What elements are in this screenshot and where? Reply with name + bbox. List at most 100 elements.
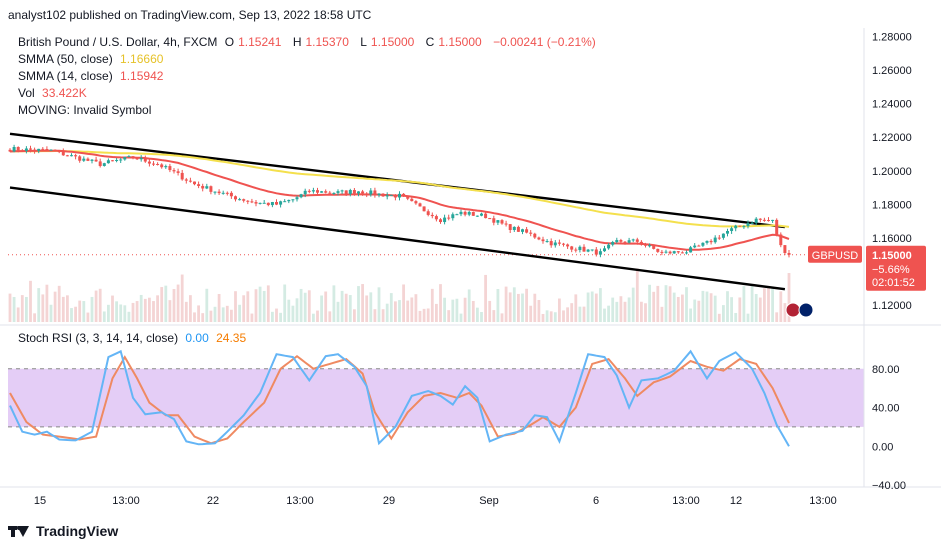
candle-body [508, 224, 512, 230]
candle [217, 189, 221, 196]
volume-bar [455, 298, 459, 322]
volume-bar [660, 306, 664, 322]
candle [65, 154, 69, 157]
volume-bar [406, 300, 410, 322]
volume-bar [275, 308, 278, 322]
candle [275, 199, 278, 206]
volume-bar [504, 286, 508, 322]
volume-bar [701, 290, 705, 322]
candle-body [352, 190, 356, 194]
candle [143, 155, 147, 163]
candle [701, 242, 705, 248]
volume-bar [541, 313, 545, 322]
candle-body [516, 226, 520, 232]
published-text: analyst102 published on TradingView.com,… [8, 8, 372, 22]
candle-body [98, 161, 102, 166]
tradingview-brand[interactable]: TradingView [8, 520, 118, 542]
candle-body [754, 218, 758, 223]
time-tick-label: 13:00 [809, 495, 837, 507]
candle-body [49, 149, 53, 151]
time-tick-label: 13:00 [112, 495, 140, 507]
candle [492, 215, 496, 226]
volume-bar [135, 301, 139, 322]
candle [115, 158, 119, 163]
change-value: −0.00241 (−0.21%) [493, 35, 596, 49]
volume-bar [689, 308, 692, 322]
candle-body [730, 228, 734, 231]
candle-body [779, 234, 783, 246]
candle-body [242, 199, 246, 201]
candle-body [291, 199, 295, 201]
candle-body [549, 241, 553, 246]
price-pane[interactable] [8, 132, 864, 322]
candle-body [619, 240, 623, 242]
volume-bar [176, 284, 180, 322]
volume-bar [57, 285, 61, 322]
candle-body [685, 252, 688, 254]
candle [582, 244, 586, 252]
candle [619, 238, 623, 244]
candle-body [389, 194, 393, 196]
stoch-rsi-pane[interactable] [8, 349, 864, 447]
volume-bar [74, 306, 77, 322]
candle-body [775, 219, 779, 235]
volume-bar [447, 310, 451, 322]
volume-bar [410, 297, 414, 322]
candle-body [652, 245, 656, 249]
candle-body [783, 245, 787, 253]
candle-body [246, 200, 250, 202]
candle [443, 214, 447, 225]
candle-body [324, 191, 328, 193]
candle-body [439, 219, 442, 223]
candle-body [90, 159, 94, 161]
volume-bar [332, 285, 336, 322]
volume-bar [25, 296, 28, 322]
volume-bar [143, 298, 147, 322]
stoch-legend[interactable]: Stoch RSI (3, 3, 14, 14, close) 0.00 24.… [18, 330, 250, 346]
candle [664, 249, 668, 254]
volume-bar [652, 291, 656, 322]
time-tick-label: 29 [383, 495, 395, 507]
smma50-line [9, 150, 790, 228]
symbol-tag [808, 245, 862, 263]
candle-body [311, 190, 315, 192]
volume-value: 33.422K [42, 86, 87, 100]
candle-body [336, 191, 340, 193]
tradingview-logo-icon [8, 524, 30, 538]
volume-bar [373, 309, 377, 322]
candle [131, 156, 135, 160]
candle-body [578, 246, 582, 251]
candle-body [586, 249, 590, 252]
candle [529, 230, 533, 237]
candle-body [471, 211, 475, 216]
candle-body [426, 211, 430, 215]
candle-body [680, 252, 684, 254]
candles [8, 144, 791, 258]
volume-bar [730, 297, 733, 322]
candle-body [299, 194, 303, 198]
smma14-legend[interactable]: SMMA (14, close) 1.15942 [18, 68, 167, 84]
candle-body [250, 201, 254, 203]
volume-legend[interactable]: Vol 33.422K [18, 85, 91, 101]
candle [381, 193, 385, 197]
volume-bar [98, 288, 102, 322]
candle-body [525, 229, 529, 233]
candle [484, 211, 488, 219]
moving-legend[interactable]: MOVING: Invalid Symbol [18, 102, 155, 118]
volume-bar [787, 273, 791, 322]
candle-body [53, 149, 57, 152]
candle-body [369, 190, 373, 195]
volume-bar [16, 307, 20, 322]
candle [311, 187, 315, 194]
candle [176, 168, 180, 176]
candle [16, 146, 20, 153]
candle-body [492, 218, 496, 223]
candle-body [611, 242, 615, 245]
smma50-legend[interactable]: SMMA (50, close) 1.16660 [18, 51, 167, 67]
candle [721, 233, 725, 240]
candle-body [590, 249, 594, 251]
candle-body [721, 233, 725, 238]
candle [508, 224, 512, 234]
candle [283, 199, 287, 203]
